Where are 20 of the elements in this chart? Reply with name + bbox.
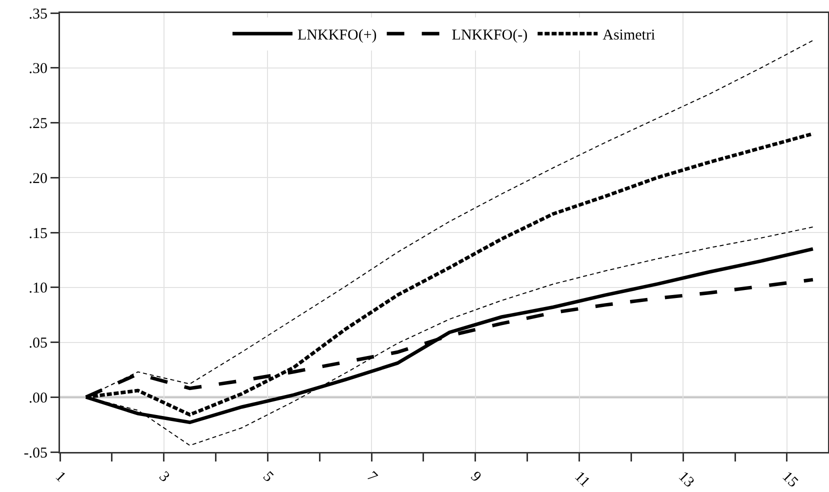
x-tick-label: 7 [363, 468, 380, 486]
x-tick-label: 5 [260, 468, 276, 486]
y-tick-label: .35 [28, 6, 48, 22]
y-tick-label: -.05 [24, 445, 48, 462]
x-tick-label: 11 [571, 468, 593, 490]
x-tick-label: 13 [674, 468, 697, 491]
legend-label: Asimetri [602, 27, 656, 44]
x-tick-label: 9 [467, 468, 484, 486]
legend-label: LNKKFO(+) [298, 27, 377, 44]
y-tick-label: .30 [28, 61, 48, 78]
y-tick-label: .20 [28, 170, 48, 187]
y-tick-label: .05 [28, 336, 48, 352]
legend-label: LNKKFO(-) [452, 27, 528, 44]
x-tick-label: 15 [778, 468, 801, 491]
y-tick-label: .10 [28, 280, 48, 297]
x-tick-label: 1 [52, 468, 68, 486]
x-tick-label: 3 [156, 468, 172, 486]
y-tick-label: .15 [28, 226, 48, 242]
y-tick-label: .00 [28, 390, 48, 406]
y-tick-label: .25 [28, 116, 48, 132]
